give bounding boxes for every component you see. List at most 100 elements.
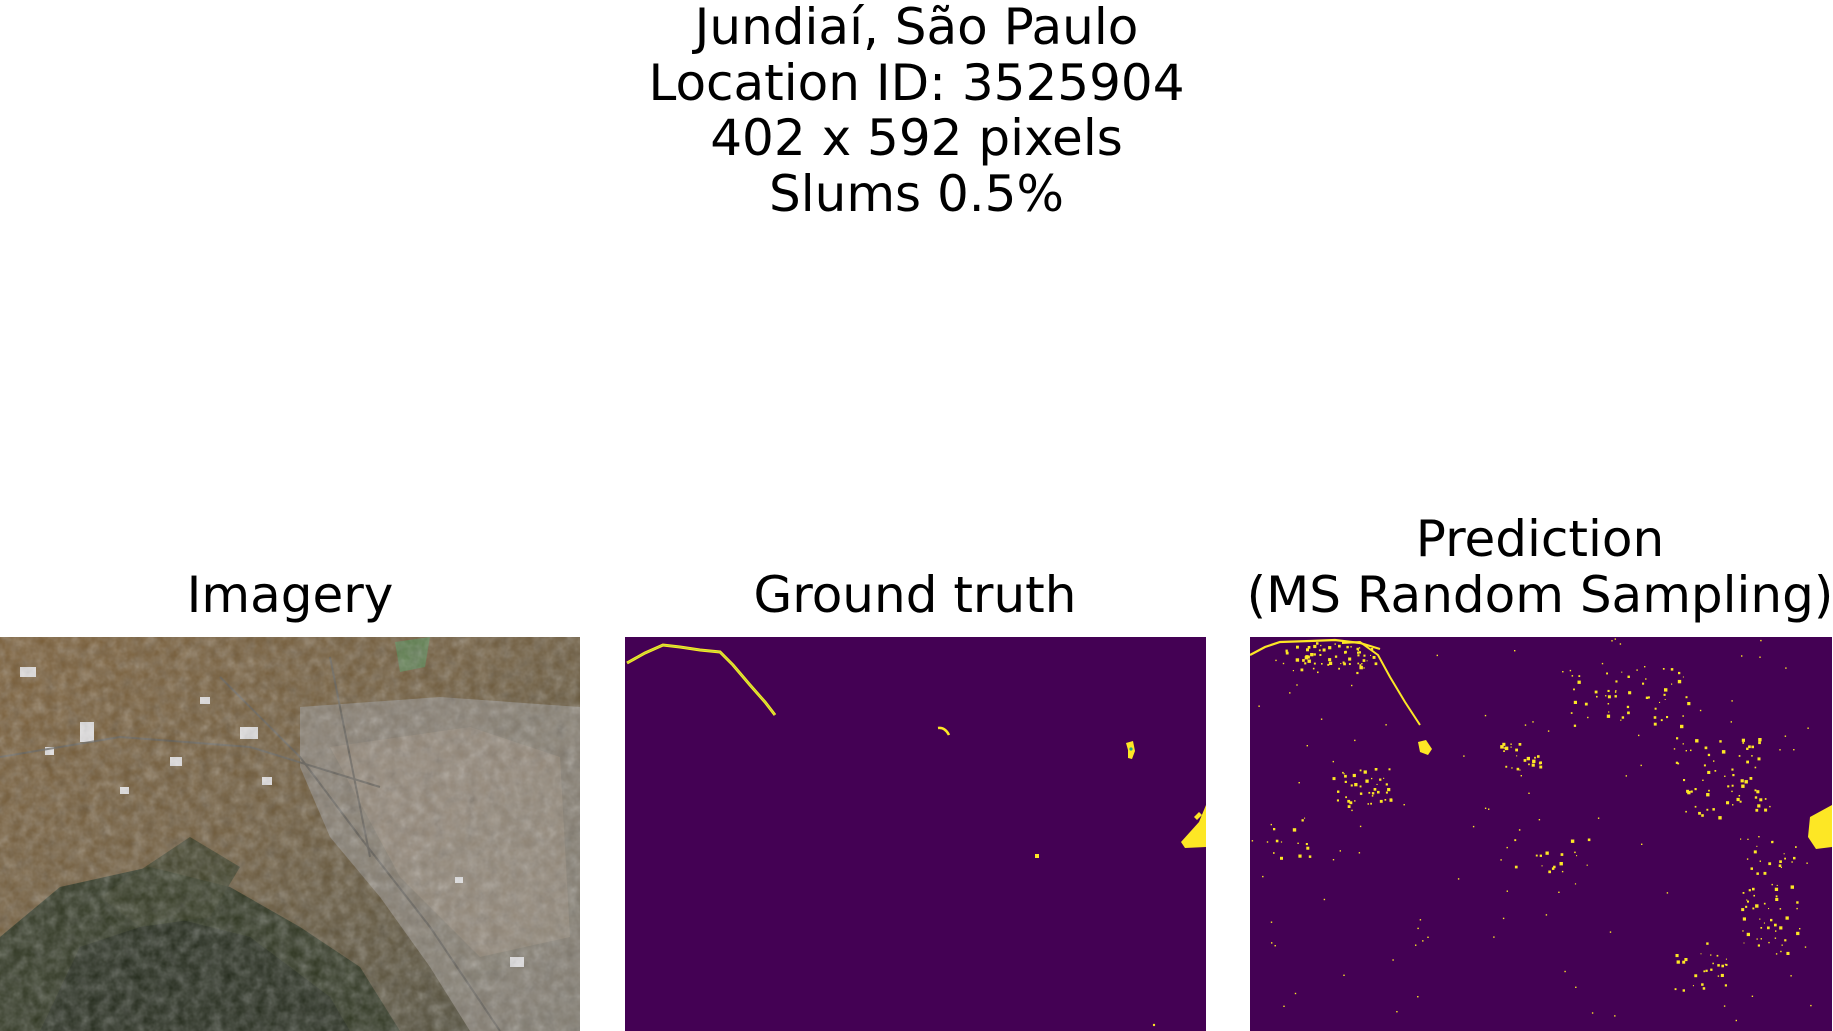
predicted-pixel [1791,861,1793,863]
predicted-pixel [1625,775,1627,777]
predicted-pixel [1358,651,1361,654]
predicted-pixel [1534,756,1536,759]
figure-title-line-city: Jundiaí, São Paulo [694,0,1139,56]
predicted-pixel [1742,930,1744,932]
predicted-pixel [1615,680,1618,683]
predicted-pixel [1514,865,1518,869]
predicted-pixel [1682,715,1684,717]
figure-title-line-slum-share: Slums 0.5% [769,164,1064,223]
predicted-pixel [1778,864,1782,867]
predicted-pixel [1258,705,1260,707]
predicted-pixel [1373,788,1377,791]
predicted-pixel [1338,667,1340,670]
predicted-pixel [1743,942,1745,944]
predicted-pixel [1738,755,1741,757]
predicted-pixel [1710,968,1713,971]
predicted-pixel [1301,819,1304,822]
predicted-pixel [1609,931,1612,933]
predicted-pixel [1560,853,1564,856]
predicted-pixel [1484,714,1487,717]
predicted-pixel [1297,842,1299,844]
predicted-pixel [1614,1015,1616,1017]
predicted-pixel [1348,657,1352,661]
predicted-pixel [1753,850,1757,854]
predicted-pixel [1763,922,1765,924]
predicted-pixel [1799,928,1801,930]
predicted-pixel [1313,644,1317,649]
predicted-pixel [1558,891,1560,893]
predicted-pixel [1362,659,1366,662]
predicted-pixel [1662,668,1665,670]
predicted-pixel [1776,884,1778,886]
predicted-pixel [1351,684,1353,687]
predicted-pixel [1741,784,1745,788]
predicted-pixel [1403,804,1405,806]
predicted-pixel [1601,662,1604,665]
predicted-pixel [1685,810,1687,813]
predicted-pixel [1784,857,1786,860]
predicted-pixel [1358,647,1361,649]
predicted-pixel [1392,959,1394,961]
predicted-pixel [1510,746,1512,748]
predicted-pixel [1578,675,1581,677]
predicted-pixel [1539,761,1542,765]
predicted-pixel [1611,640,1613,642]
predicted-pixel [1524,724,1527,726]
predicted-pixel [1346,645,1349,649]
predicted-pixel [1774,887,1779,891]
predicted-pixel [1316,642,1319,645]
predicted-pixel [1561,870,1564,873]
predicted-pixel [1532,759,1536,763]
predicted-pixel [1614,695,1617,698]
predicted-pixel [1692,985,1694,987]
predicted-pixel [1359,769,1362,772]
predicted-pixel [1348,663,1351,665]
predicted-pixel [1367,803,1369,805]
predicted-pixel [1358,852,1361,854]
predicted-pixel [1573,700,1577,704]
predicted-pixel [1340,663,1342,665]
predicted-pixel [1541,865,1543,867]
predicted-pixel [1726,801,1730,805]
predicted-pixel [1755,904,1759,908]
predicted-pixel [1674,988,1677,991]
predicted-pixel [1725,958,1727,960]
predicted-pixel [1570,839,1575,843]
predicted-pixel [1750,867,1753,870]
predicted-pixel [1771,883,1773,886]
predicted-pixel [1587,716,1589,719]
predicted-pixel [1757,804,1761,808]
predicted-pixel [1659,701,1661,703]
predicted-pixel [1304,662,1307,665]
predicted-pixel [1724,775,1726,777]
predicted-pixel [1704,746,1708,750]
predicted-pixel [1607,703,1610,705]
predicted-pixel [1796,907,1798,910]
predicted-pixel [1690,790,1693,793]
predicted-pixel [1328,658,1332,662]
predicted-pixel [1295,658,1300,662]
predicted-pixel [1390,798,1393,800]
predicted-pixel [1363,654,1366,657]
predicted-pixel [1298,782,1300,784]
predicted-pixel [1741,655,1743,657]
predicted-pixel [1370,802,1372,805]
predicted-pixel [1312,667,1315,670]
figure-title-line-location-id: Location ID: 3525904 [648,53,1185,112]
predicted-pixel [1759,918,1761,920]
predicted-pixel [1785,667,1787,669]
predicted-pixel [1680,724,1684,729]
predicted-pixel [1628,691,1632,695]
predicted-pixel [1545,914,1548,916]
predicted-pixel [1687,702,1691,706]
predicted-pixel [1670,668,1674,671]
predicted-pixel [1645,678,1647,680]
predicted-pixel [1361,663,1363,665]
mask-background [1250,637,1832,1031]
predicted-pixel [1784,939,1787,942]
predicted-pixel [1746,932,1750,937]
predicted-pixel [1685,696,1688,699]
predicted-pixel [1738,795,1741,797]
predicted-pixel [1584,702,1588,706]
predicted-pixel [1712,808,1715,811]
